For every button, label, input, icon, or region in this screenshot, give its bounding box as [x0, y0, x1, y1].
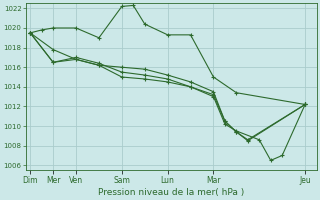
X-axis label: Pression niveau de la mer( hPa ): Pression niveau de la mer( hPa )	[98, 188, 244, 197]
